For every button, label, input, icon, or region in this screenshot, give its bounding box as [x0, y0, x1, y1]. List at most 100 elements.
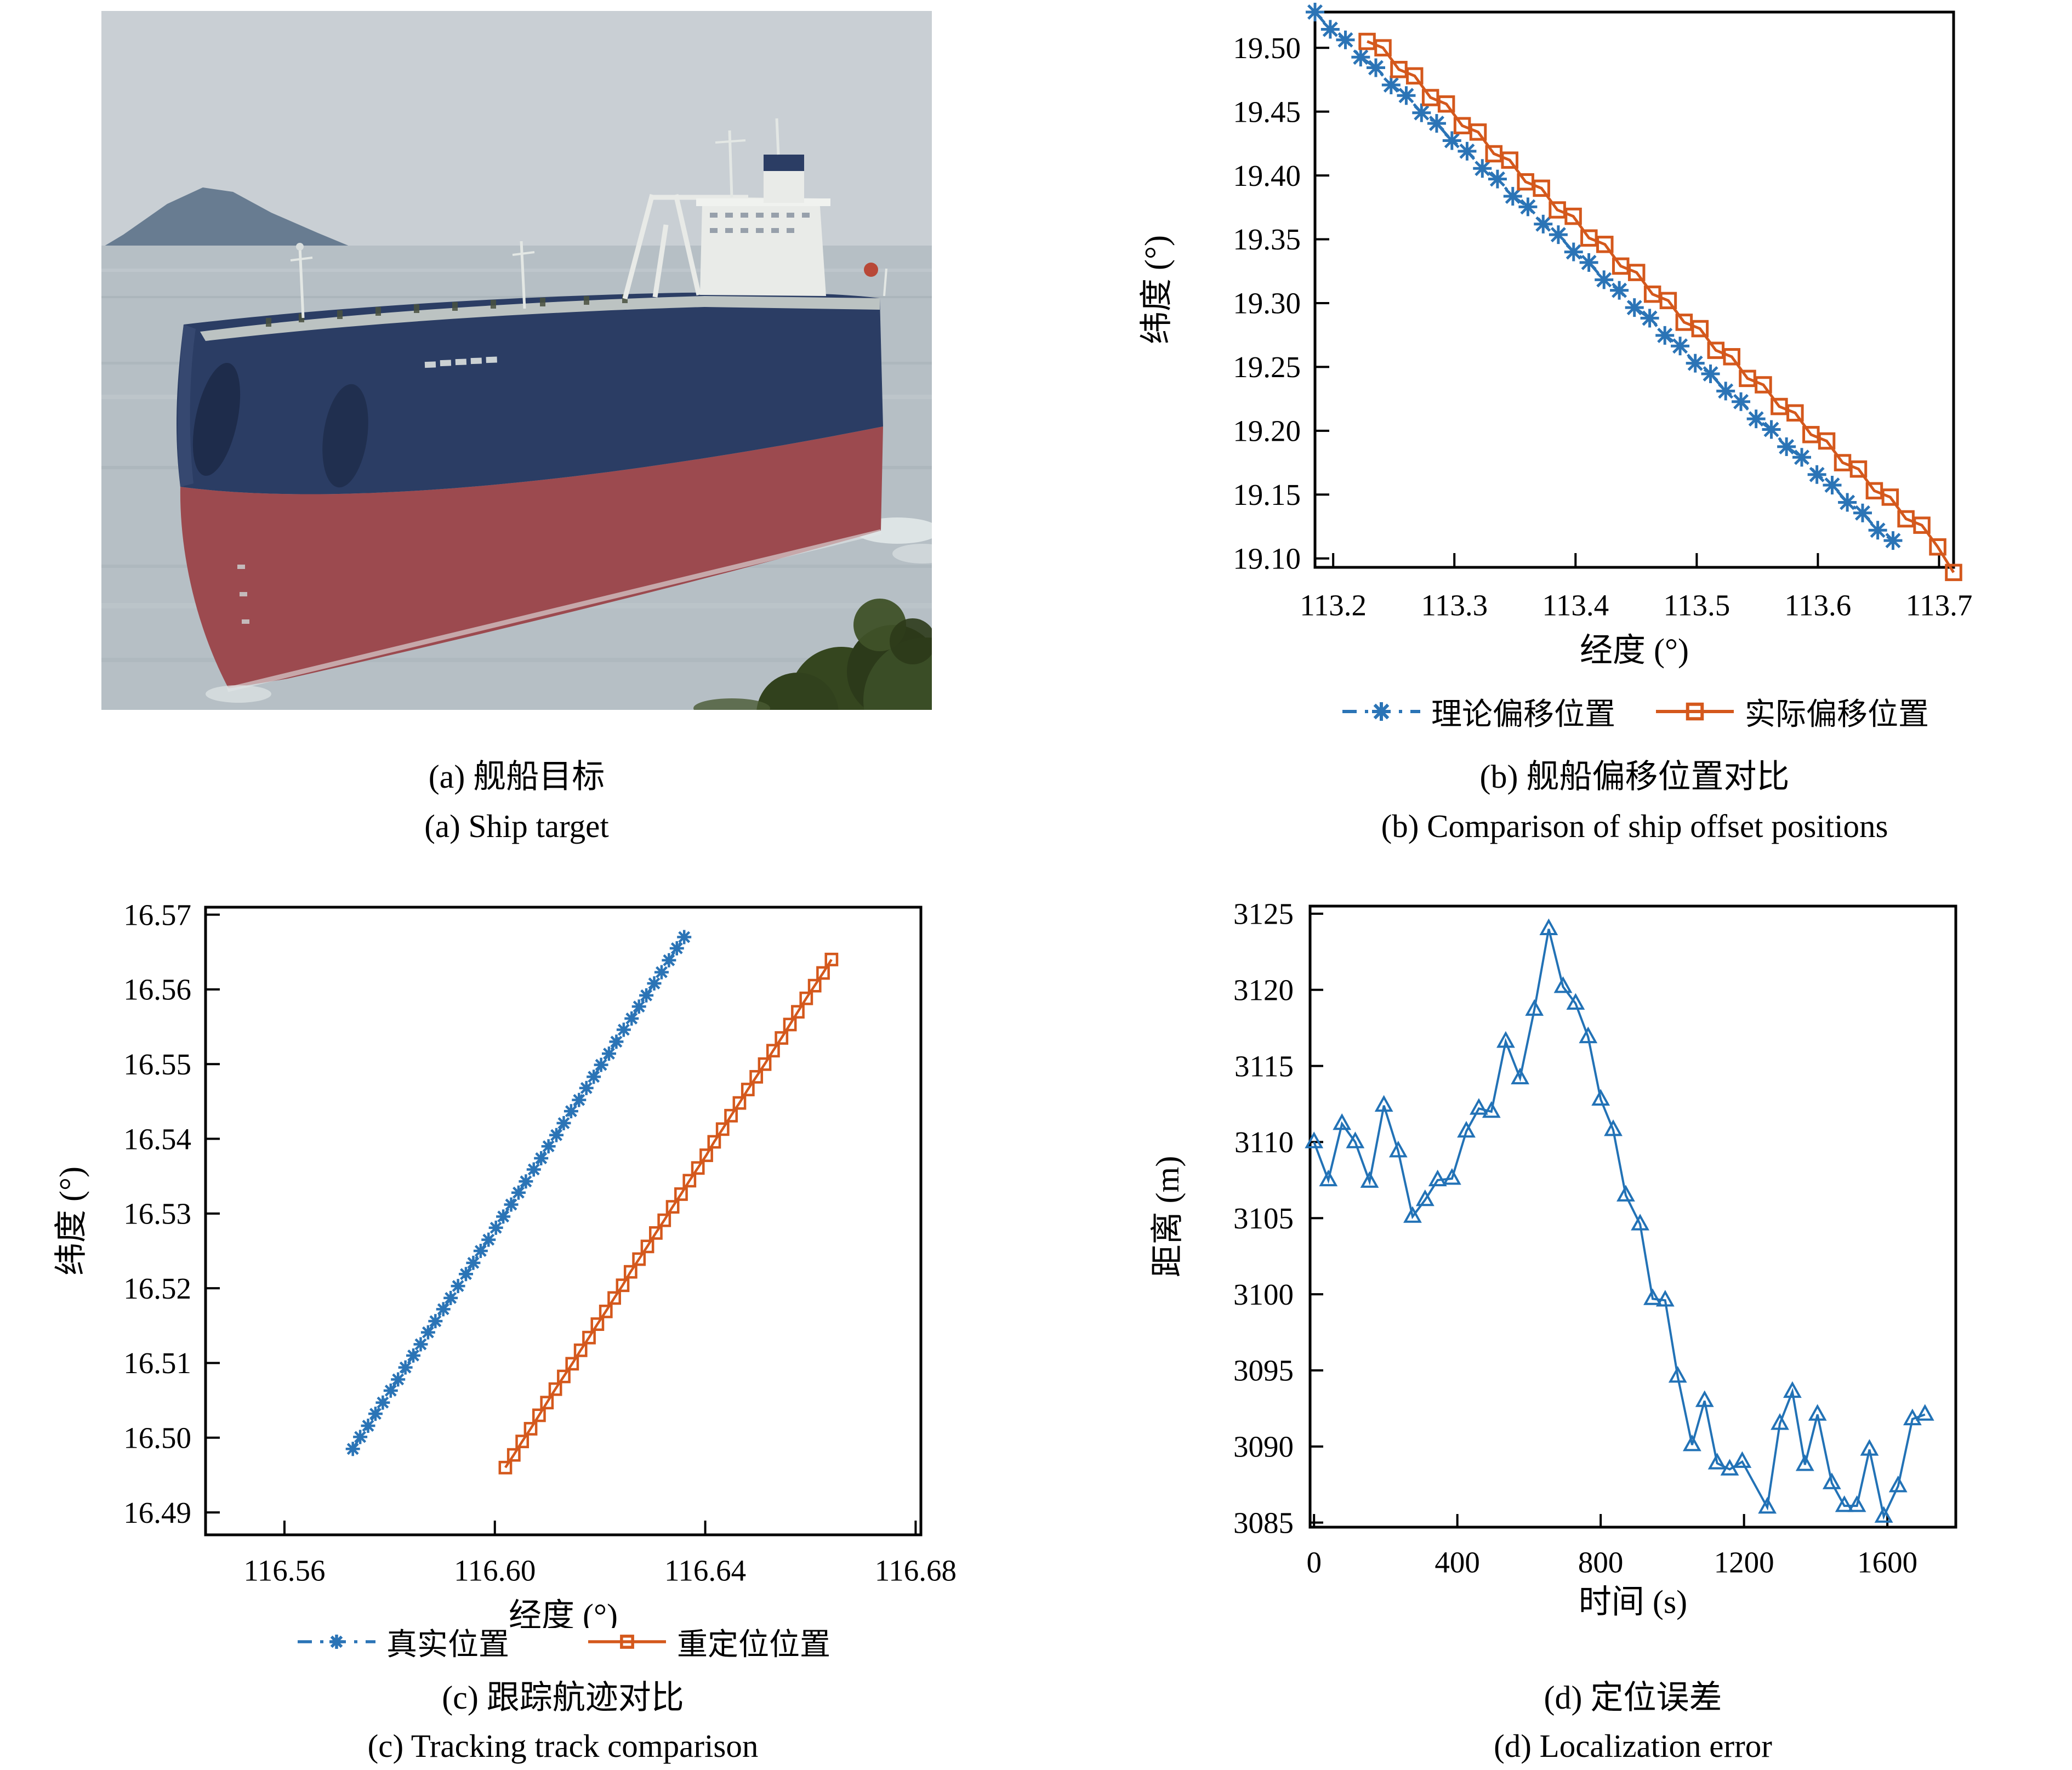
- square-marker-icon: [1929, 538, 1946, 556]
- asterisk-marker-icon: [497, 1210, 510, 1223]
- ship-photo: [101, 11, 932, 710]
- asterisk-marker-icon: [527, 1163, 540, 1176]
- triangle-marker-icon: [1835, 1495, 1854, 1512]
- caption-b-zh: (b) 舰船偏移位置对比: [1479, 759, 1790, 795]
- x-tick-label: 400: [1435, 1546, 1480, 1579]
- square-marker-icon: [1627, 264, 1646, 281]
- asterisk-marker-icon: [520, 1175, 532, 1188]
- asterisk-marker-icon: [1475, 161, 1490, 177]
- bow-highlight: [178, 325, 196, 487]
- asterisk-marker-icon: [1368, 60, 1384, 76]
- funnel-band: [764, 155, 804, 171]
- asterisk-marker-icon: [512, 1186, 525, 1199]
- y-tick-label: 19.35: [1233, 223, 1301, 256]
- asterisk-marker-icon: [399, 1361, 412, 1374]
- square-marker-icon: [498, 1460, 513, 1475]
- asterisk-marker-icon: [1718, 383, 1734, 399]
- triangle-marker-icon: [1860, 1439, 1879, 1456]
- square-line-sample-icon: [588, 1635, 666, 1649]
- series-0: [345, 930, 692, 1456]
- square-marker-icon: [1691, 320, 1709, 338]
- bridge-deck: [696, 198, 830, 206]
- asterisk-marker-icon: [377, 1396, 389, 1409]
- asterisk-marker-icon: [482, 1233, 495, 1246]
- series-1: [498, 953, 839, 1475]
- square-marker-icon: [582, 1330, 596, 1345]
- triangle-marker-icon: [1374, 1095, 1393, 1112]
- y-axis-label: 纬度 (°): [1139, 235, 1175, 344]
- square-marker-icon: [1945, 564, 1962, 582]
- chart-track-comparison: 116.56 116.60 116.64 116.68 16.49 16.50 16.51 1…: [53, 898, 957, 1628]
- square-marker-icon: [532, 1408, 546, 1422]
- asterisk-marker-icon: [1489, 171, 1505, 187]
- square-marker-icon: [1437, 95, 1455, 113]
- y-tick-label: 16.57: [123, 898, 191, 931]
- x-tick-label: 113.3: [1421, 589, 1488, 622]
- asterisk-marker-icon: [633, 1000, 645, 1013]
- triangle-marker-icon: [1668, 1365, 1687, 1383]
- asterisk-marker-icon: [1642, 310, 1658, 326]
- waterline-foam: [226, 529, 882, 692]
- x-tick-label: 113.2: [1300, 589, 1367, 622]
- asterisk-marker-icon: [617, 1023, 630, 1036]
- square-marker-icon: [791, 1005, 805, 1019]
- x-tick-label: 1600: [1857, 1546, 1917, 1579]
- asterisk-marker-icon: [588, 1071, 600, 1083]
- square-marker-icon: [766, 1044, 780, 1058]
- asterisk-marker-icon: [1870, 522, 1886, 538]
- bow-anchor-shadow-2: [322, 384, 368, 488]
- asterisk-marker-icon: [1383, 77, 1399, 93]
- asterisk-marker-icon: [1322, 21, 1338, 37]
- asterisk-marker-icon: [1581, 254, 1597, 270]
- ship-name-marks: [424, 356, 497, 368]
- square-marker-icon: [557, 1369, 571, 1384]
- y-tick-label: 3115: [1234, 1049, 1294, 1083]
- square-marker-icon: [724, 1108, 738, 1123]
- triangle-marker-icon: [1579, 1026, 1598, 1044]
- square-marker-icon: [741, 1083, 755, 1096]
- square-marker-icon: [1755, 376, 1772, 394]
- triangle-marker-icon: [1403, 1206, 1422, 1223]
- triangle-marker-icon: [1758, 1496, 1777, 1514]
- asterisk-marker-icon: [648, 977, 661, 989]
- triangle-marker-icon: [1591, 1089, 1610, 1106]
- triangle-marker-icon: [1457, 1120, 1476, 1138]
- stern-red-marking: [864, 263, 878, 277]
- square-marker-icon: [758, 1057, 772, 1071]
- caption-b-en: (b) Comparison of ship offset positions: [1381, 808, 1888, 844]
- square-marker-icon: [648, 1226, 663, 1240]
- square-marker-icon: [1374, 39, 1392, 56]
- asterisk-marker-icon: [1550, 227, 1566, 243]
- asterisk-marker-icon: [1459, 143, 1475, 159]
- asterisk-marker-icon: [489, 1221, 502, 1234]
- square-marker-icon: [715, 1122, 730, 1136]
- triangle-marker-icon: [1888, 1475, 1908, 1493]
- y-tick-label: 19.10: [1233, 542, 1301, 575]
- legend-label-actual: 实际偏移位置: [1745, 697, 1929, 732]
- legend-label-theoretical: 理论偏移位置: [1431, 697, 1615, 732]
- stern-wake-trail: [892, 544, 932, 564]
- asterisk-marker-icon: [1505, 189, 1521, 204]
- asterisk-marker-icon: [1885, 533, 1901, 549]
- bow-anchor-shadow: [192, 362, 241, 476]
- series-1: [1358, 32, 1962, 582]
- square-marker-icon: [632, 1252, 646, 1266]
- caption-b: (b) 舰船偏移位置对比 (b) Comparison of ship offs…: [1141, 752, 2072, 851]
- chart-offset-comparison: 113.2 113.3 113.4 113.5 113.6 113.7 19.10 19.15…: [1139, 3, 1972, 668]
- asterisk-marker-icon: [1398, 88, 1414, 104]
- asterisk-marker-icon: [369, 1408, 382, 1420]
- asterisk-marker-icon: [362, 1420, 374, 1432]
- tanker-ship: [177, 118, 887, 703]
- asterisk-marker-icon: [354, 1431, 367, 1443]
- square-marker-icon: [1469, 123, 1487, 141]
- square-marker-icon: [824, 953, 839, 966]
- asterisk-marker-icon: [1535, 216, 1551, 232]
- triangle-marker-icon: [1874, 1506, 1893, 1523]
- asterisk-marker-icon: [610, 1035, 623, 1048]
- legend-entry-relocated: 重定位位置: [586, 1620, 830, 1664]
- asterisk-marker-icon: [1307, 4, 1323, 20]
- caption-d-zh: (d) 定位误差: [1544, 1680, 1722, 1716]
- triangle-marker-icon: [1388, 1140, 1408, 1158]
- square-line-sample-icon: [1656, 702, 1734, 721]
- triangle-marker-icon: [1616, 1185, 1635, 1202]
